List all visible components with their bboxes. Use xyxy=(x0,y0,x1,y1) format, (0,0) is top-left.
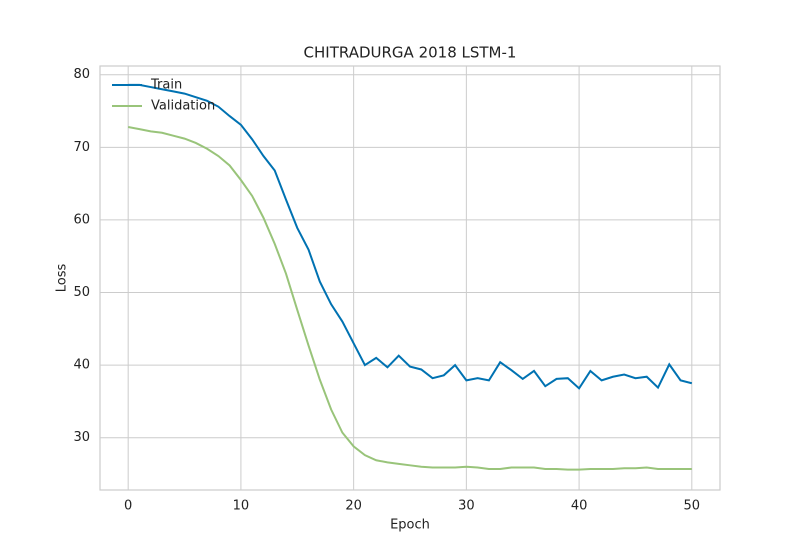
y-tick-label: 30 xyxy=(73,430,90,445)
x-tick-label: 30 xyxy=(458,499,475,514)
x-tick-label: 20 xyxy=(345,499,362,514)
plot-frame xyxy=(99,65,721,491)
series-line xyxy=(127,126,692,471)
y-tick-label: 80 xyxy=(73,67,90,82)
x-axis-label: Epoch xyxy=(390,518,430,533)
y-tick-label: 60 xyxy=(73,212,90,227)
x-tick-label: 40 xyxy=(571,499,588,514)
y-axis-label: Loss xyxy=(55,264,70,293)
y-tick-label: 40 xyxy=(73,358,90,373)
x-tick-label: 0 xyxy=(124,499,132,514)
y-tick-label: 70 xyxy=(73,140,90,155)
legend-label: Train xyxy=(150,78,182,93)
series-line xyxy=(128,83,693,390)
chart-title: CHITRADURGA 2018 LSTM-1 xyxy=(304,44,517,62)
x-tick-label: 10 xyxy=(233,499,250,514)
y-tick-label: 50 xyxy=(73,285,90,300)
x-tick-label: 50 xyxy=(684,499,701,514)
legend-label: Validation xyxy=(151,99,215,114)
